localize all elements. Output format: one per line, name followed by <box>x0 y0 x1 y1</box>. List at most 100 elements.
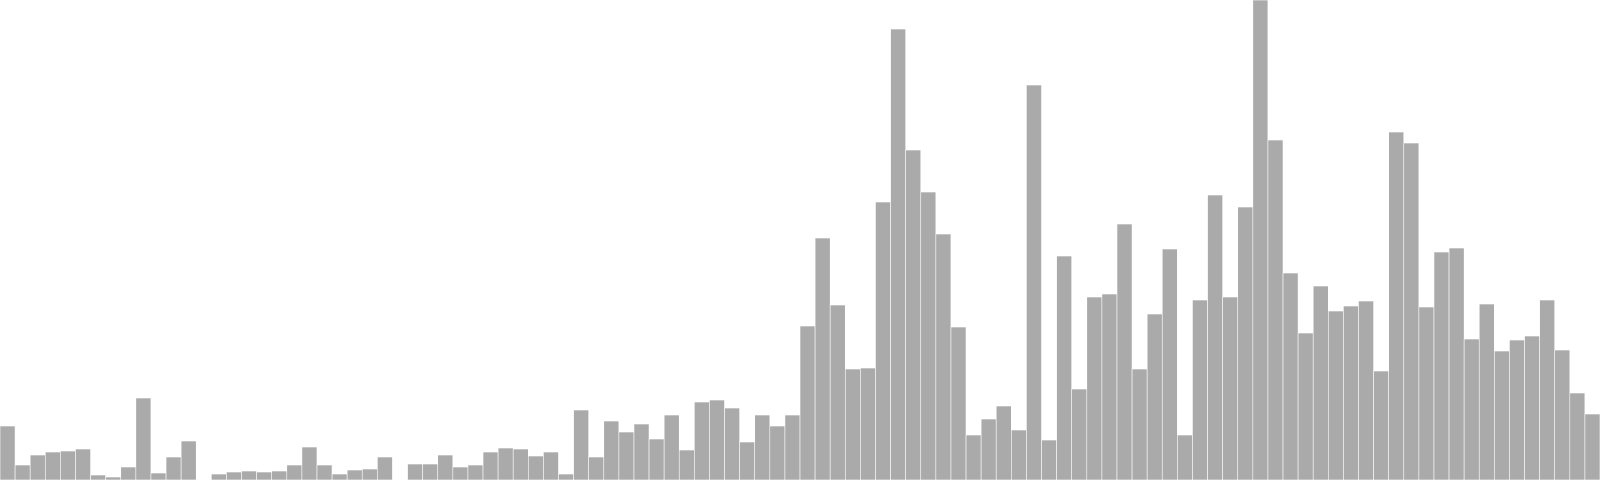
bar-38 <box>573 409 589 480</box>
bar-73 <box>1101 293 1118 480</box>
bar-9 <box>135 397 152 480</box>
bar-41 <box>618 431 635 480</box>
bar-63 <box>950 326 967 480</box>
bar-103 <box>1554 349 1571 480</box>
bar-43 <box>648 438 665 480</box>
bar-25 <box>377 456 393 480</box>
bar-96 <box>1448 247 1465 480</box>
bar-53 <box>799 325 816 480</box>
bar-33 <box>497 447 514 480</box>
bar-27 <box>407 463 423 480</box>
bar-16 <box>241 470 257 480</box>
bar-55 <box>829 304 846 480</box>
bar-34 <box>512 448 529 480</box>
bar-5 <box>75 448 91 480</box>
bar-85 <box>1282 272 1299 480</box>
bar-75 <box>1131 368 1148 480</box>
bar-93 <box>1403 142 1420 480</box>
bar-37 <box>558 473 574 480</box>
bar-8 <box>120 466 137 480</box>
bar-29 <box>437 454 454 480</box>
bar-104 <box>1569 392 1586 480</box>
bar-45 <box>678 449 695 480</box>
bar-78 <box>1177 434 1193 480</box>
bar-32 <box>482 451 499 480</box>
bar-50 <box>754 414 771 480</box>
bar-44 <box>663 414 680 480</box>
bar-99 <box>1494 350 1510 480</box>
bar-23 <box>346 469 363 480</box>
bar-17 <box>256 471 272 480</box>
bar-72 <box>1086 296 1103 480</box>
bar-42 <box>633 423 650 480</box>
bar-52 <box>784 414 801 480</box>
bar-89 <box>1343 305 1359 480</box>
bar-19 <box>286 464 303 480</box>
bar-90 <box>1358 300 1374 480</box>
bar-47 <box>709 399 725 480</box>
bar-86 <box>1297 332 1314 480</box>
bar-15 <box>226 471 242 480</box>
bar-4 <box>60 450 76 480</box>
bar-58 <box>875 201 891 480</box>
bar-1 <box>14 464 31 480</box>
bar-94 <box>1418 306 1435 480</box>
bar-46 <box>694 401 710 480</box>
bar-98 <box>1478 303 1495 480</box>
bar-66 <box>995 405 1012 480</box>
bar-3 <box>44 451 61 480</box>
bar-59 <box>890 28 906 480</box>
bar-77 <box>1161 248 1178 480</box>
bar-87 <box>1312 285 1329 480</box>
bar-12 <box>180 440 197 480</box>
bar-60 <box>905 149 922 480</box>
bar-91 <box>1373 370 1389 480</box>
bar-2 <box>29 454 46 480</box>
bar-76 <box>1146 313 1163 480</box>
bar-71 <box>1071 388 1088 480</box>
bar-69 <box>1041 439 1057 480</box>
bar-56 <box>844 368 861 480</box>
bar-22 <box>331 473 348 480</box>
bar-57 <box>860 367 876 480</box>
bar-18 <box>271 470 288 480</box>
bar-80 <box>1207 194 1223 480</box>
bar-95 <box>1433 251 1450 480</box>
bar-54 <box>814 237 831 480</box>
bar-92 <box>1388 131 1405 480</box>
bar-61 <box>920 191 937 480</box>
bar-97 <box>1463 338 1480 480</box>
bar-28 <box>422 463 439 480</box>
bar-83 <box>1252 0 1269 480</box>
bar-48 <box>724 407 740 480</box>
bar-70 <box>1056 255 1072 480</box>
bar-79 <box>1192 299 1208 480</box>
bar-81 <box>1222 296 1239 480</box>
bar-65 <box>980 418 997 480</box>
bar-105 <box>1584 413 1600 480</box>
bar-35 <box>527 455 544 480</box>
bar-20 <box>301 446 318 480</box>
bar-24 <box>361 468 378 480</box>
bar-40 <box>603 420 620 480</box>
bar-10 <box>150 472 167 480</box>
bar-101 <box>1524 335 1540 480</box>
bar-0 <box>0 425 16 480</box>
bar-84 <box>1267 139 1284 480</box>
bar-88 <box>1328 310 1344 480</box>
bar-6 <box>90 474 106 480</box>
bar-68 <box>1026 84 1042 480</box>
bar-67 <box>1011 429 1027 480</box>
bar-102 <box>1539 299 1556 480</box>
bar-51 <box>769 425 786 480</box>
bar-39 <box>588 456 605 480</box>
bar-36 <box>543 451 559 480</box>
bar-74 <box>1116 223 1133 480</box>
bar-62 <box>935 233 952 480</box>
bar-11 <box>165 456 182 480</box>
bar-82 <box>1237 206 1254 480</box>
bar-64 <box>965 434 982 480</box>
bar-31 <box>467 464 484 480</box>
